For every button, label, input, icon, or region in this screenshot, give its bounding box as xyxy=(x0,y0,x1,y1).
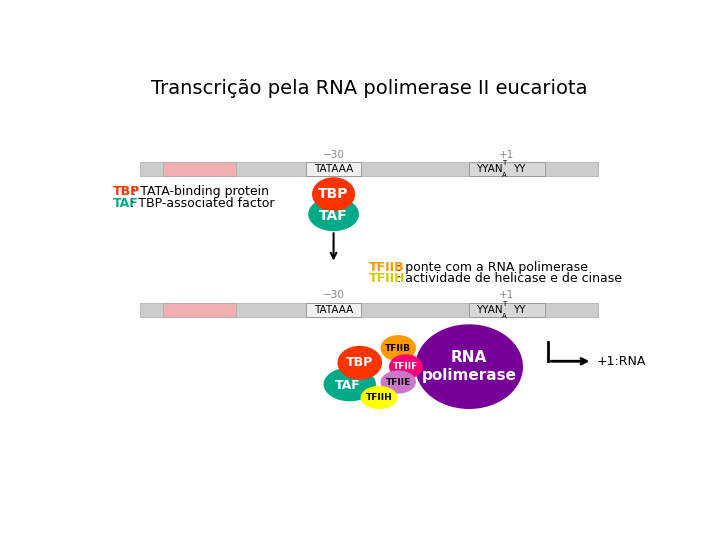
Text: TFIIH: TFIIH xyxy=(369,272,405,285)
Ellipse shape xyxy=(312,177,355,211)
Ellipse shape xyxy=(389,354,423,379)
Text: +1: +1 xyxy=(499,291,515,300)
Text: TATAAA: TATAAA xyxy=(314,164,354,174)
Ellipse shape xyxy=(381,335,416,361)
Ellipse shape xyxy=(361,386,397,409)
Ellipse shape xyxy=(338,346,382,380)
Text: TBP: TBP xyxy=(113,185,140,198)
Text: +1: +1 xyxy=(499,150,515,159)
Text: T: T xyxy=(503,301,507,307)
Text: −30: −30 xyxy=(323,150,344,159)
Text: TAF: TAF xyxy=(319,210,348,224)
Bar xyxy=(163,303,235,316)
Bar xyxy=(469,303,544,316)
Text: Transcrição pela RNA polimerase II eucariota: Transcrição pela RNA polimerase II eucar… xyxy=(150,79,588,98)
Text: A: A xyxy=(502,313,507,319)
Text: TBP: TBP xyxy=(318,187,348,201)
Ellipse shape xyxy=(308,197,359,231)
Text: TAF: TAF xyxy=(335,380,360,393)
Text: YYAN: YYAN xyxy=(476,305,503,315)
Bar xyxy=(163,162,235,176)
Ellipse shape xyxy=(323,367,376,401)
Text: TFIIB: TFIIB xyxy=(369,261,405,274)
Text: YY: YY xyxy=(513,305,526,315)
Text: T: T xyxy=(503,160,507,166)
Text: TFIIH: TFIIH xyxy=(366,393,392,402)
Bar xyxy=(469,162,544,176)
Text: RNA
polimerase: RNA polimerase xyxy=(422,350,517,383)
Text: TFIIE: TFIIE xyxy=(386,377,411,387)
Text: −30: −30 xyxy=(323,291,344,300)
Ellipse shape xyxy=(415,325,523,409)
Text: : TATA-binding protein: : TATA-binding protein xyxy=(132,185,269,198)
Bar xyxy=(140,303,598,316)
Text: YY: YY xyxy=(513,164,526,174)
Ellipse shape xyxy=(381,370,416,394)
Text: YYAN: YYAN xyxy=(476,164,503,174)
Bar xyxy=(306,162,361,176)
Text: TFIIF: TFIIF xyxy=(393,362,418,371)
Text: +1:RNA: +1:RNA xyxy=(596,355,646,368)
Text: TAF: TAF xyxy=(113,197,139,210)
Text: TATAAA: TATAAA xyxy=(314,305,354,315)
Text: A: A xyxy=(502,172,507,178)
Text: : ponte com a RNA polimerase: : ponte com a RNA polimerase xyxy=(397,261,588,274)
Bar xyxy=(140,162,598,176)
Text: : TBP-associated factor: : TBP-associated factor xyxy=(130,197,275,210)
Text: : actividade de helicase e de cinase: : actividade de helicase e de cinase xyxy=(397,272,622,285)
Text: TFIIB: TFIIB xyxy=(385,343,411,353)
Bar xyxy=(306,303,361,316)
Text: TBP: TBP xyxy=(346,356,374,369)
